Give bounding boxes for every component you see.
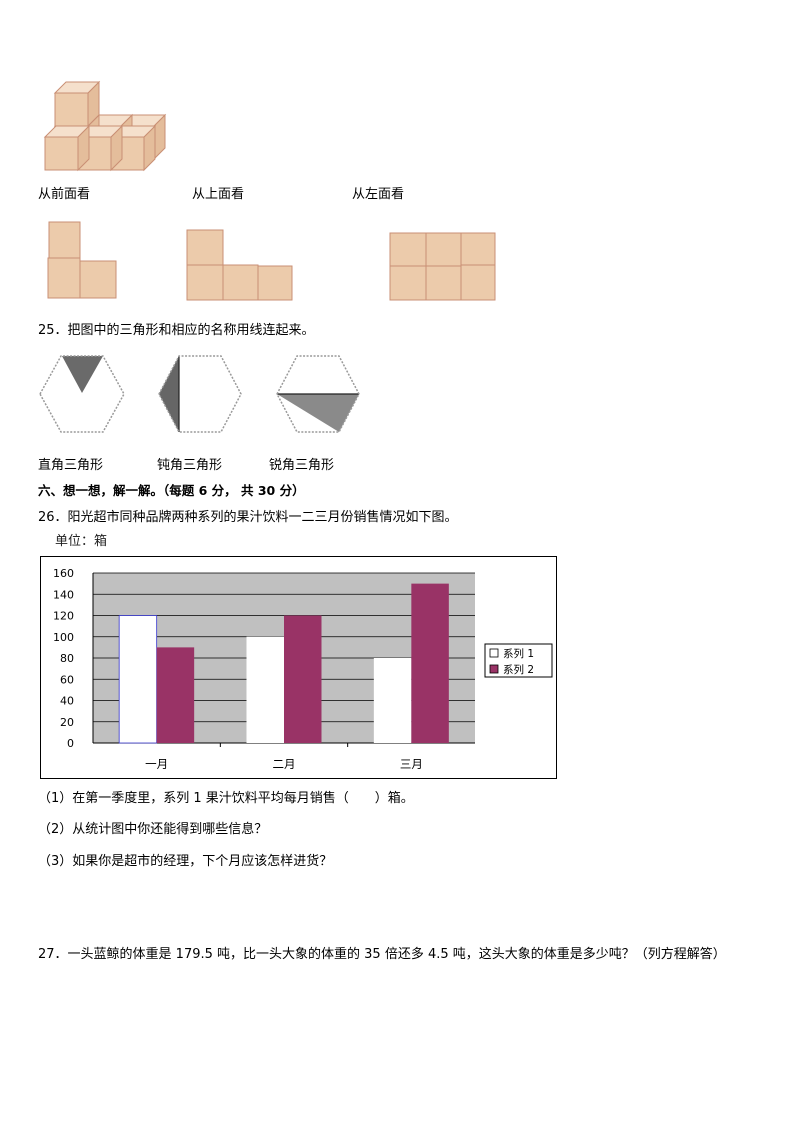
section-6-heading: 六、想一想，解一解。（每题 6 分， 共 30 分） xyxy=(38,483,305,498)
question-26-3: （3）如果你是超市的经理，下个月应该怎样进货？ xyxy=(38,854,333,869)
cube-figures xyxy=(43,80,496,301)
left-view xyxy=(389,232,496,301)
hexagon-obtuse-triangle xyxy=(158,355,242,433)
unit-label: 单位：箱 xyxy=(55,534,108,549)
front-view xyxy=(47,221,117,299)
hexagon-right-triangle xyxy=(39,355,125,433)
view-label-front: 从前面看 xyxy=(38,187,91,202)
label-acute-triangle: 锐角三角形 xyxy=(269,458,335,473)
cube-solid xyxy=(43,80,167,172)
cube-front xyxy=(54,92,89,127)
cube-front xyxy=(44,136,79,171)
question-26-1: （1）在第一季度里，系列 1 果汁饮料平均每月销售（ ）箱。 xyxy=(38,791,414,806)
question-26-2: （2）从统计图中你还能得到哪些信息？ xyxy=(38,822,268,837)
label-right-triangle: 直角三角形 xyxy=(38,458,104,473)
view-label-top: 从上面看 xyxy=(192,187,245,202)
top-view xyxy=(186,229,293,301)
view-label-left: 从左面看 xyxy=(352,187,405,202)
question-26: 26．阳光超市同种品牌两种系列的果汁饮料一二三月份销售情况如下图。 xyxy=(38,510,458,525)
question-25: 25．把图中的三角形和相应的名称用线连起来。 xyxy=(38,323,315,338)
hexagon-acute-triangle xyxy=(276,355,360,433)
question-27: 27．一头蓝鲸的体重是 179.5 吨，比一头大象的体重的 35 倍还多 4.5… xyxy=(38,947,726,962)
chart-frame xyxy=(40,556,557,779)
label-obtuse-triangle: 钝角三角形 xyxy=(157,458,223,473)
